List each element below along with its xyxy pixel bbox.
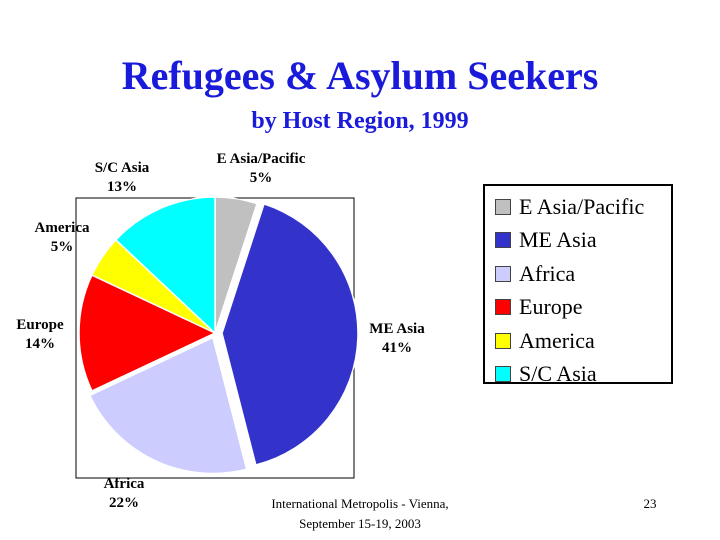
data-label: America 5% (35, 220, 90, 255)
legend-swatch (495, 232, 511, 249)
legend-item: S/C Asia (495, 358, 671, 392)
legend-label: Africa (519, 260, 576, 286)
pie-slice-africa (88, 336, 248, 475)
legend-label: S/C Asia (519, 361, 597, 387)
legend-item: ME Asia (495, 224, 671, 258)
slide-footer: International Metropolis - Vienna, Septe… (230, 494, 490, 534)
data-label: Europe 14% (16, 317, 64, 352)
footer-line: International Metropolis - Vienna, (271, 496, 449, 511)
chart-subtitle: by Host Region, 1999 (251, 108, 469, 134)
legend-label: ME Asia (519, 227, 597, 253)
data-label: Africa 22% (104, 476, 145, 511)
page-number: 23 (643, 496, 657, 511)
legend-item: Europe (495, 291, 671, 325)
legend-item: E Asia/Pacific (495, 190, 671, 224)
data-label: S/C Asia 13% (95, 160, 150, 195)
pie-slice-s-c-asia (114, 196, 216, 335)
data-label: E Asia/Pacific 5% (217, 151, 306, 186)
chart-title: Refugees & Asylum Seekers (121, 53, 599, 98)
legend-swatch (495, 198, 511, 215)
legend-swatch (495, 265, 511, 282)
footer-line: September 15-19, 2003 (299, 516, 421, 531)
legend-swatch (495, 332, 511, 349)
legend-item: America (495, 324, 671, 358)
legend-label: America (519, 327, 595, 353)
data-label: ME Asia 41% (369, 321, 425, 356)
legend-item: Africa (495, 257, 671, 291)
chart-legend: E Asia/Pacific ME Asia Africa Europe Ame… (483, 184, 673, 386)
pie-slice-me-asia (221, 202, 359, 466)
legend-label: Europe (519, 294, 583, 320)
legend-swatch (495, 299, 511, 316)
legend-swatch (495, 366, 511, 383)
pie-slice-europe (78, 274, 217, 392)
legend-label: E Asia/Pacific (519, 193, 645, 219)
